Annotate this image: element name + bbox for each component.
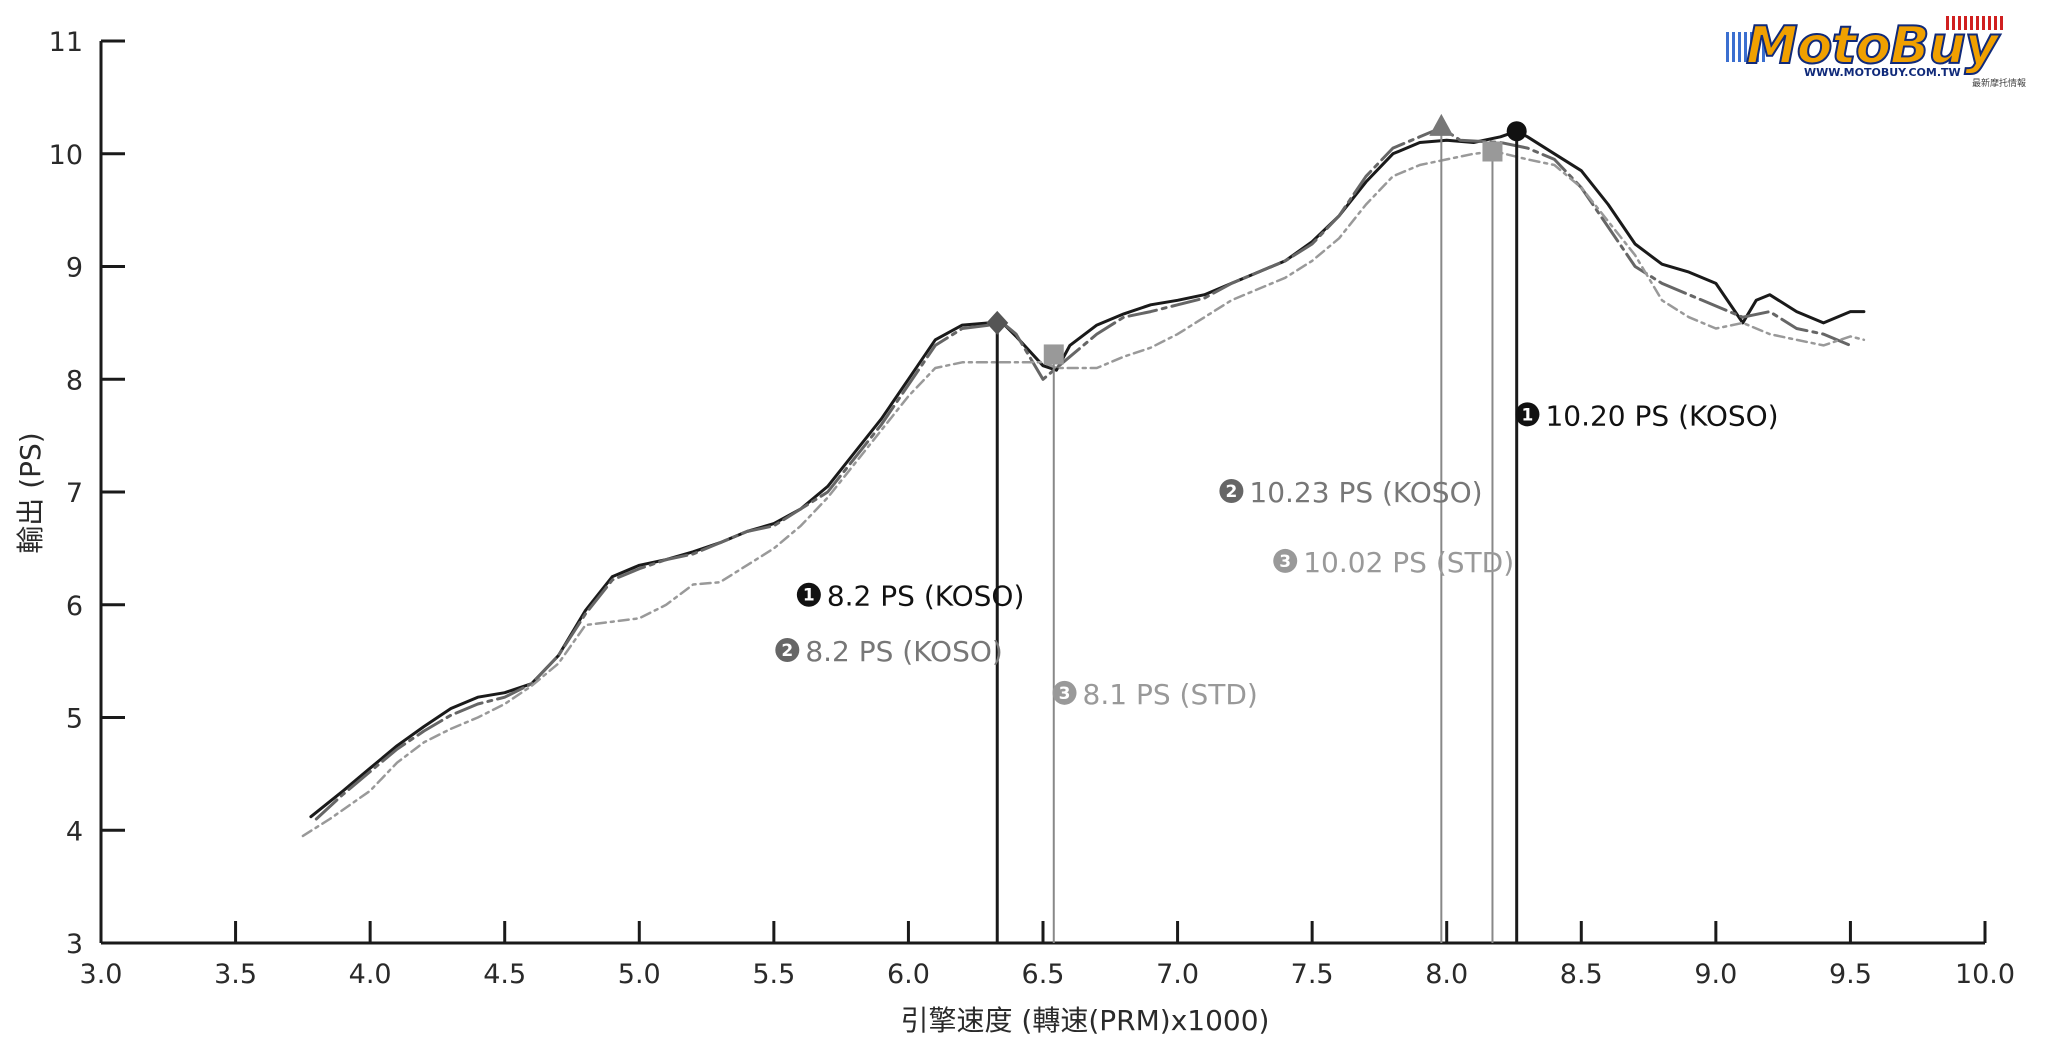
annotation-label: 8.2 PS (KOSO) — [805, 635, 1003, 668]
annotation-5: 2 10.23 PS (KOSO) — [1219, 476, 1483, 509]
annotation-label: 10.20 PS (KOSO) — [1545, 399, 1778, 432]
annotation-badge-number: 2 — [1225, 482, 1237, 502]
annotation-2: 2 8.2 PS (KOSO) — [775, 635, 1003, 668]
series-line-2 — [314, 126, 1852, 821]
series-layer — [301, 126, 1866, 838]
annotation-badge-number: 1 — [803, 586, 815, 606]
annotation-badge — [775, 637, 800, 662]
annotation-badge — [1273, 548, 1298, 573]
x-tick-label: 7.5 — [1291, 959, 1334, 990]
series-line-1 — [309, 129, 1866, 819]
annotation-badge — [1219, 479, 1244, 503]
annotation-badge-number: 2 — [781, 641, 793, 661]
y-tick-label: 9 — [66, 253, 83, 284]
y-tick-label: 3 — [66, 929, 83, 960]
logo-subtitle: 最新摩托情報 — [1971, 79, 2026, 89]
y-tick-label: 10 — [49, 140, 83, 171]
y-tick-label: 11 — [49, 27, 83, 58]
y-tick-label: 4 — [66, 816, 83, 847]
y-tick-label: 6 — [66, 591, 83, 622]
peak-marker-circle — [1506, 121, 1527, 142]
x-axis-title: 引擎速度 (轉速(PRM)x1000) — [901, 1004, 1270, 1037]
annotation-layer: 1 8.2 PS (KOSO) 2 8.2 PS (KOSO) 3 8.1 PS (STD… — [775, 399, 1779, 711]
annotation-label: 8.2 PS (KOSO) — [827, 580, 1025, 613]
peak-marker-square — [1043, 344, 1064, 365]
axes: 3.0 3.5 4.0 4.5 5.0 5.5 6.0 6.5 7.0 7.5 8.0 8.5 9.0 9… — [49, 27, 2015, 990]
logo-url: WWW.MOTOBUY.COM.TW — [1804, 66, 1961, 79]
annotation-badge — [1052, 680, 1077, 705]
annotation-badge-number: 1 — [1522, 405, 1534, 425]
y-axis-title: 輸出 (PS) — [14, 432, 47, 553]
annotation-3: 3 8.1 PS (STD) — [1052, 678, 1258, 711]
x-tick-label: 8.5 — [1560, 959, 1603, 990]
annotation-4: 1 10.20 PS (KOSO) — [1515, 399, 1779, 432]
x-tick-label: 5.0 — [618, 959, 661, 990]
peak-marker-diamond — [986, 310, 1009, 335]
x-tick-label: 9.0 — [1694, 959, 1737, 990]
y-tick-label: 8 — [66, 365, 83, 396]
series-line-3 — [301, 150, 1866, 838]
y-tick-label: 5 — [66, 704, 83, 735]
x-tick-label: 6.0 — [887, 959, 930, 990]
x-tick-label: 9.5 — [1829, 959, 1872, 990]
y-tick-label: 7 — [66, 478, 83, 509]
x-tick-label: 5.5 — [752, 959, 795, 990]
logo-stripe-decor-2 — [1946, 16, 2006, 30]
x-tick-label: 3.0 — [80, 959, 123, 990]
annotation-badge — [1515, 402, 1540, 427]
peak-marker-triangle — [1429, 113, 1454, 136]
annotation-label: 8.1 PS (STD) — [1083, 678, 1258, 711]
x-tick-label: 10.0 — [1955, 959, 2015, 990]
annotation-6: 3 10.02 PS (STD) — [1273, 546, 1514, 579]
motobuy-logo: MotoBuy WWW.MOTOBUY.COM.TW 最新摩托情報 — [1726, 14, 2026, 89]
x-tick-label: 8.0 — [1425, 959, 1468, 990]
x-tick-label: 7.0 — [1156, 959, 1199, 990]
x-tick-label: 3.5 — [214, 959, 257, 990]
annotation-badge-number: 3 — [1279, 552, 1291, 572]
annotation-badge-number: 3 — [1059, 684, 1071, 704]
annotation-label: 10.02 PS (STD) — [1303, 546, 1514, 579]
peak-marker-square — [1482, 141, 1503, 162]
annotation-1: 1 8.2 PS (KOSO) — [796, 580, 1025, 613]
x-tick-label: 4.0 — [349, 959, 392, 990]
logo-brand: MotoBuy — [1745, 15, 2000, 77]
x-tick-label: 6.5 — [1022, 959, 1065, 990]
annotation-label: 10.23 PS (KOSO) — [1249, 476, 1482, 509]
logo-stripe-decor — [1726, 32, 1766, 62]
peak-layer — [986, 113, 1527, 943]
annotation-badge — [796, 582, 821, 607]
x-tick-label: 4.5 — [483, 959, 526, 990]
